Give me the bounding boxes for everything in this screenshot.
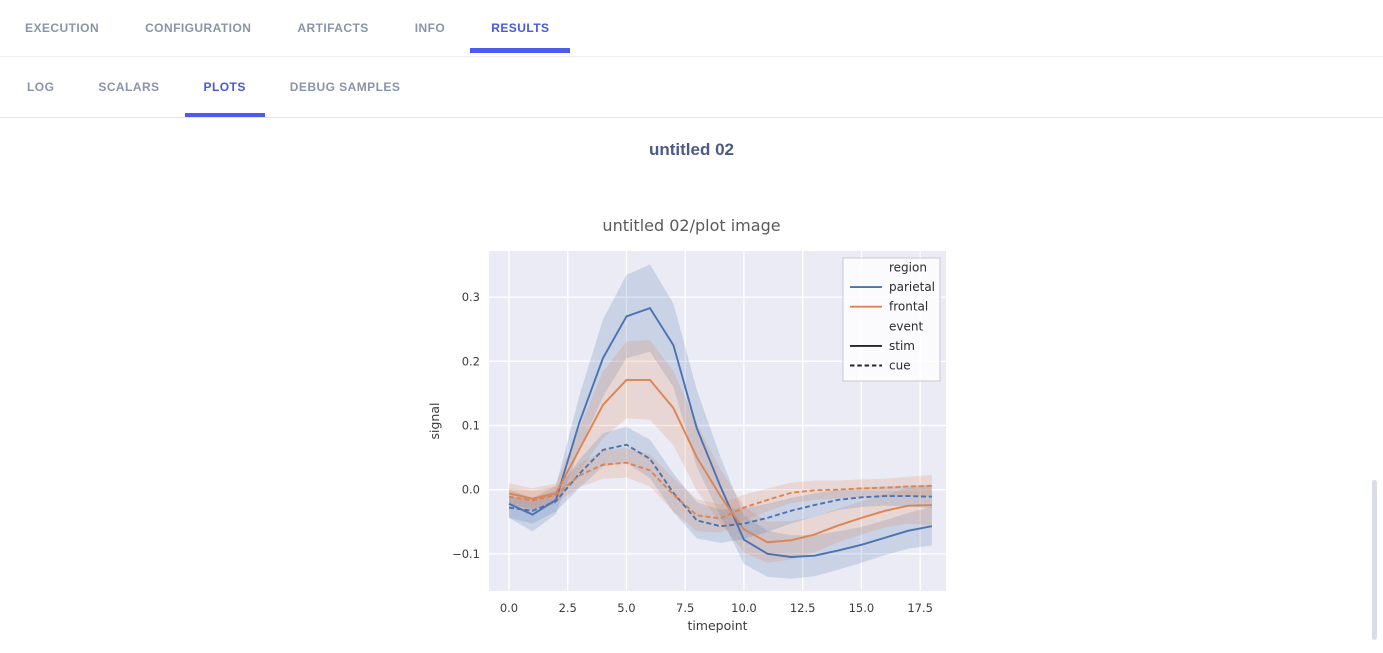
legend-label-region: region bbox=[889, 261, 927, 275]
x-tick-label: 5.0 bbox=[617, 601, 635, 615]
legend-box: region parietal frontal event stim cue bbox=[842, 257, 940, 382]
legend-label-cue: cue bbox=[889, 359, 911, 373]
band-parietal-stim bbox=[508, 264, 932, 579]
y-tick-label: 0.3 bbox=[461, 290, 479, 304]
plot-group-title: untitled 02 bbox=[648, 140, 734, 159]
scrollbar-thumb[interactable] bbox=[1372, 480, 1377, 640]
y-tick-label: −0.1 bbox=[452, 547, 480, 561]
y-tick-label: 0.1 bbox=[461, 418, 479, 432]
tab-debug-samples[interactable]: DEBUG SAMPLES bbox=[289, 80, 401, 94]
legend-label-stim: stim bbox=[889, 339, 915, 353]
x-axis-label: timepoint bbox=[687, 618, 747, 633]
legend-label-frontal: frontal bbox=[889, 300, 928, 314]
y-axis-label: signal bbox=[427, 403, 442, 440]
line-frontal-cue bbox=[508, 461, 932, 520]
results-subtabbar: LOG SCALARS PLOTS DEBUG SAMPLES bbox=[0, 57, 1383, 118]
legend-label-event: event bbox=[889, 319, 923, 333]
y-tick-label: 0.2 bbox=[461, 354, 479, 368]
line-chart: 0.0 2.5 5.0 7.5 10.0 12.5 15.0 17.5 −0.1 0.0 0.1 0.… bbox=[427, 251, 946, 633]
tab-scalars[interactable]: SCALARS bbox=[98, 80, 160, 94]
legend-label-parietal: parietal bbox=[889, 280, 935, 294]
band-parietal-cue bbox=[508, 426, 932, 543]
primary-tabbar: EXECUTION CONFIGURATION ARTIFACTS INFO R… bbox=[0, 0, 1383, 57]
x-tick-label: 10.0 bbox=[731, 601, 757, 615]
tab-artifacts[interactable]: ARTIFACTS bbox=[297, 21, 369, 35]
x-tick-label: 17.5 bbox=[907, 601, 933, 615]
tab-execution[interactable]: EXECUTION bbox=[25, 21, 100, 35]
plot-panel: untitled 02/plot image 0.0 2.5 5.0 7.5 10.0 1… bbox=[0, 216, 1383, 647]
x-tick-label: 15.0 bbox=[848, 601, 874, 615]
plot-image[interactable]: 0.0 2.5 5.0 7.5 10.0 12.5 15.0 17.5 −0.1 0.0 0.1 0.… bbox=[427, 242, 957, 647]
tab-results[interactable]: RESULTS bbox=[470, 0, 571, 56]
x-tick-label: 0.0 bbox=[499, 601, 517, 615]
line-parietal-cue bbox=[508, 443, 932, 528]
tab-log[interactable]: LOG bbox=[27, 80, 55, 94]
tab-configuration[interactable]: CONFIGURATION bbox=[145, 21, 252, 35]
line-frontal-stim bbox=[508, 378, 932, 544]
band-frontal-cue bbox=[508, 447, 932, 533]
x-tick-label: 2.5 bbox=[558, 601, 576, 615]
line-parietal-stim bbox=[508, 307, 932, 558]
tab-plots[interactable]: PLOTS bbox=[184, 57, 266, 117]
y-tick-label: 0.0 bbox=[461, 483, 479, 497]
band-frontal-stim bbox=[508, 340, 932, 563]
chart-title: untitled 02/plot image bbox=[602, 216, 781, 235]
tab-info[interactable]: INFO bbox=[414, 21, 446, 35]
x-tick-label: 12.5 bbox=[789, 601, 815, 615]
x-tick-label: 7.5 bbox=[676, 601, 694, 615]
